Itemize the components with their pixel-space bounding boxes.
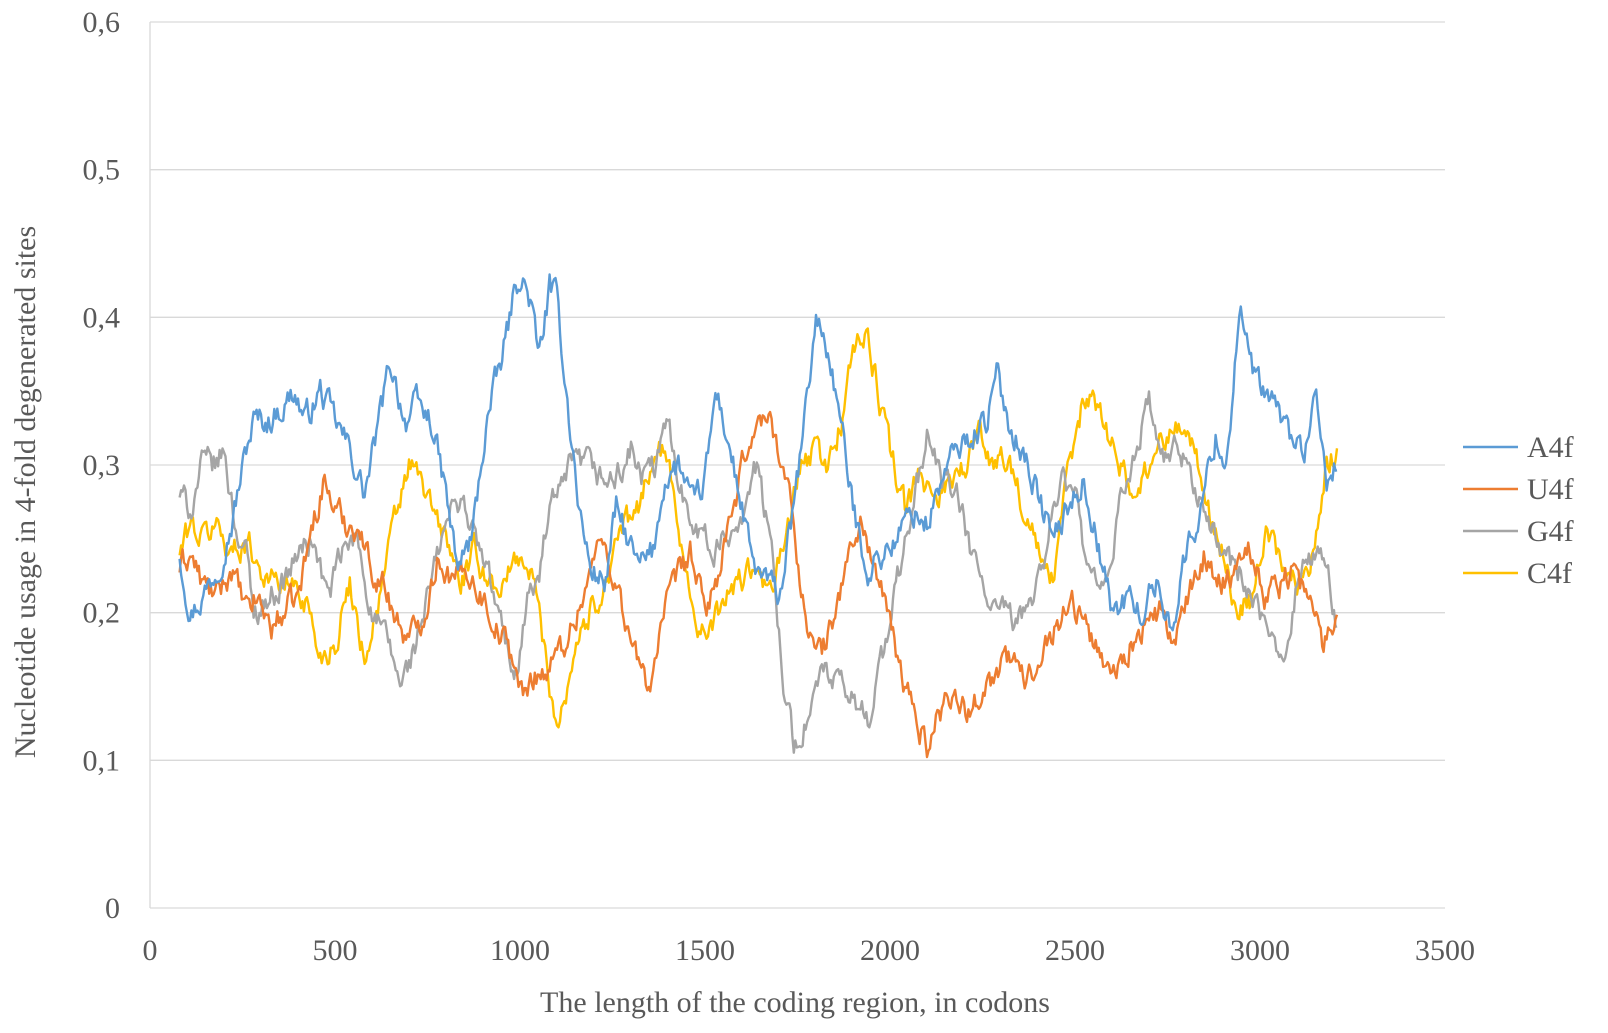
- y-tick-label: 0,3: [83, 449, 121, 482]
- series-lines: [178, 273, 1339, 759]
- series-line-a4f: [178, 273, 1338, 632]
- x-tick-label: 500: [313, 934, 358, 967]
- y-axis-label: Nucleotide usage in 4-fold degenerated s…: [9, 226, 42, 758]
- y-tick-label: 0,4: [83, 301, 121, 334]
- legend-label: G4f: [1527, 515, 1574, 548]
- series-line-u4f: [178, 410, 1339, 759]
- legend-label: U4f: [1527, 473, 1574, 506]
- legend-label: C4f: [1527, 557, 1572, 590]
- x-tick-label: 2500: [1045, 934, 1105, 967]
- grid-lines: [149, 21, 1445, 909]
- legend-label: A4f: [1527, 431, 1574, 464]
- x-tick-label: 2000: [860, 934, 920, 967]
- y-tick-label: 0,1: [83, 744, 121, 777]
- legend-item-a4f: A4f: [1463, 431, 1574, 464]
- x-tick-label: 3000: [1230, 934, 1290, 967]
- y-tick-label: 0,2: [83, 597, 121, 630]
- series-line-c4f: [178, 327, 1339, 729]
- x-tick-label: 0: [143, 934, 158, 967]
- x-axis-label: The length of the coding region, in codo…: [540, 986, 1050, 1019]
- x-tick-label: 1000: [490, 934, 550, 967]
- legend: A4f U4f G4f C4f: [1463, 431, 1574, 590]
- x-tick-label: 3500: [1415, 934, 1475, 967]
- y-tick-label: 0: [105, 892, 120, 925]
- y-tick-label: 0,6: [83, 6, 121, 39]
- y-axis-ticks: 0 0,1 0,2 0,3 0,4 0,5 0,6: [83, 6, 121, 925]
- x-tick-label: 1500: [675, 934, 735, 967]
- legend-item-c4f: C4f: [1463, 557, 1572, 590]
- legend-item-u4f: U4f: [1463, 473, 1574, 506]
- legend-item-g4f: G4f: [1463, 515, 1574, 548]
- y-tick-label: 0,5: [83, 154, 121, 187]
- x-axis-ticks: 0 500 1000 1500 2000 2500 3000 3500: [143, 934, 1476, 967]
- series-line-g4f: [178, 390, 1338, 754]
